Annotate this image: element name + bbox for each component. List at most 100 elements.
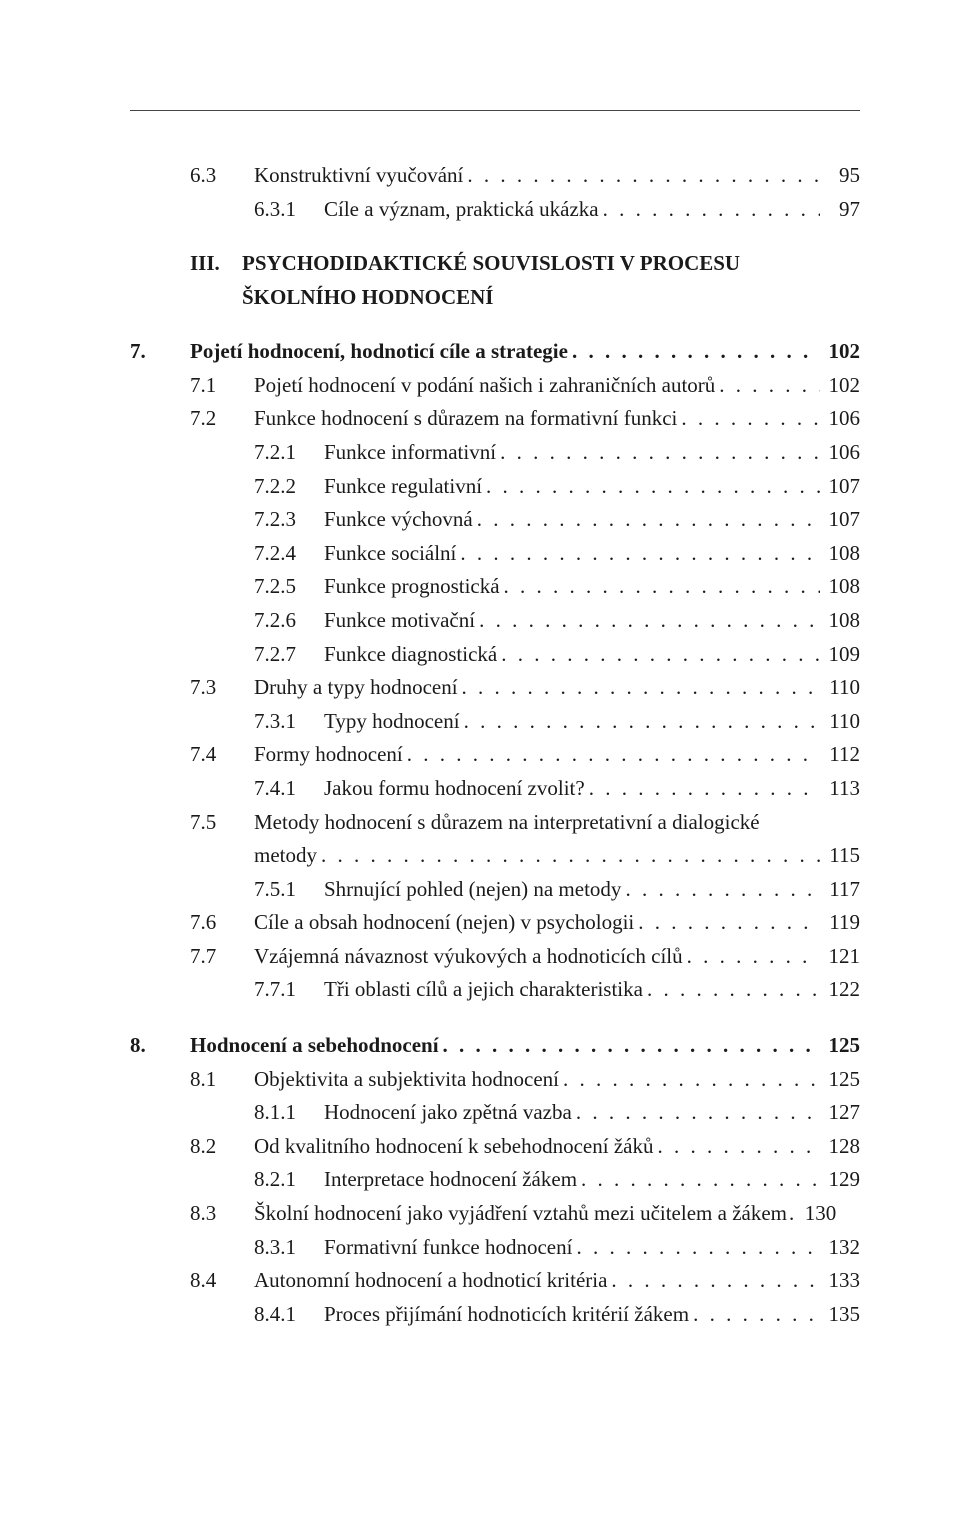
entry-number: 8.4.1 — [254, 1298, 324, 1332]
toc-entry: 7.2.2Funkce regulativní. . . . . . . . .… — [130, 470, 860, 504]
entry-title: Od kvalitního hodnocení k sebehodnocení … — [254, 1130, 653, 1164]
entry-number: 7.5 — [190, 806, 254, 840]
entry-number: 7.2.3 — [254, 503, 324, 537]
dot-leader: . . . . . . . . . . . . . . . . . . . . … — [463, 159, 820, 193]
entry-title: Metody hodnocení s důrazem na interpreta… — [254, 806, 760, 840]
entry-page: 107 — [820, 470, 860, 504]
spacer — [130, 226, 860, 240]
entry-title: Hodnocení a sebehodnocení — [190, 1029, 439, 1063]
entry-page: 113 — [820, 772, 860, 806]
dot-leader: . . . . . . . . . . . . . . . . . . . . … — [317, 839, 820, 873]
toc-entry: 8.1.1Hodnocení jako zpětná vazba. . . . … — [130, 1096, 860, 1130]
entry-title: Vzájemná návaznost výukových a hodnoticí… — [254, 940, 683, 974]
entry-number: 7.2.5 — [254, 570, 324, 604]
section-roman: III. — [190, 248, 242, 280]
toc-entry: 7.5Metody hodnocení s důrazem na interpr… — [130, 806, 860, 840]
entry-title: Funkce výchovná — [324, 503, 473, 537]
entry-number: 7.2.7 — [254, 638, 324, 672]
entry-title: Objektivita a subjektivita hodnocení — [254, 1063, 559, 1097]
entry-title: Cíle a význam, praktická ukázka — [324, 193, 599, 227]
entry-number: 8.2.1 — [254, 1163, 324, 1197]
entry-number: 7.7 — [190, 940, 254, 974]
toc-entry: 7.2.4Funkce sociální. . . . . . . . . . … — [130, 537, 860, 571]
dot-leader: . . . . . . . . . . . . . . . . . . . . … — [497, 638, 820, 672]
entry-title: Funkce motivační — [324, 604, 475, 638]
toc-entry: 7.4.1Jakou formu hodnocení zvolit?. . . … — [130, 772, 860, 806]
toc-entry: 7.2Funkce hodnocení s důrazem na formati… — [130, 402, 860, 436]
entry-number: 8.2 — [190, 1130, 254, 1164]
entry-page: 108 — [820, 604, 860, 638]
section-title-line1: PSYCHODIDAKTICKÉ SOUVISLOSTI V PROCESU — [242, 251, 740, 275]
entry-number: 7.3 — [190, 671, 254, 705]
entry-title: Funkce hodnocení s důrazem na formativní… — [254, 402, 677, 436]
toc-entry: 7.2.3Funkce výchovná. . . . . . . . . . … — [130, 503, 860, 537]
table-of-contents: 6.3Konstruktivní vyučování. . . . . . . … — [130, 159, 860, 1331]
entry-title: Cíle a obsah hodnocení (nejen) v psychol… — [254, 906, 634, 940]
toc-entry: 8.2.1Interpretace hodnocení žákem. . . .… — [130, 1163, 860, 1197]
dot-leader: . . . . . . . . . . . . . . . . . . . . … — [475, 604, 820, 638]
dot-leader: . . . . . . . . . . . . . . . . . . . . … — [653, 1130, 820, 1164]
dot-leader: . — [787, 1197, 796, 1231]
entry-number: 8.3 — [190, 1197, 254, 1231]
toc-entry: 8.Hodnocení a sebehodnocení. . . . . . .… — [130, 1029, 860, 1063]
dot-leader: . . . . . . . . . . . . . . . . . . . . … — [482, 470, 820, 504]
entry-number: 7.2 — [190, 402, 254, 436]
toc-entry: 7.3.1Typy hodnocení. . . . . . . . . . .… — [130, 705, 860, 739]
entry-title: Tři oblasti cílů a jejich charakteristik… — [324, 973, 643, 1007]
entry-number: 6.3 — [190, 159, 254, 193]
section-heading: III.PSYCHODIDAKTICKÉ SOUVISLOSTI V PROCE… — [130, 248, 860, 280]
entry-number: 8. — [130, 1029, 190, 1063]
entry-page: 132 — [820, 1231, 860, 1265]
entry-number: 7. — [130, 335, 190, 369]
entry-title: Funkce prognostická — [324, 570, 500, 604]
entry-number: 7.4.1 — [254, 772, 324, 806]
entry-page: 117 — [820, 873, 860, 907]
entry-number: 8.1 — [190, 1063, 254, 1097]
toc-entry: 6.3Konstruktivní vyučování. . . . . . . … — [130, 159, 860, 193]
entry-page: 95 — [820, 159, 860, 193]
entry-page: 110 — [820, 705, 860, 739]
entry-number: 7.6 — [190, 906, 254, 940]
entry-title: Funkce sociální — [324, 537, 456, 571]
page: 6.3Konstruktivní vyučování. . . . . . . … — [0, 0, 960, 1533]
entry-page: 106 — [820, 436, 860, 470]
section-title-line2: ŠKOLNÍHO HODNOCENÍ — [130, 282, 860, 314]
toc-entry: 7.1Pojetí hodnocení v podání našich i za… — [130, 369, 860, 403]
entry-page: 108 — [820, 537, 860, 571]
entry-number: 8.3.1 — [254, 1231, 324, 1265]
entry-title: Hodnocení jako zpětná vazba — [324, 1096, 572, 1130]
toc-entry: 8.3.1Formativní funkce hodnocení. . . . … — [130, 1231, 860, 1265]
dot-leader: . . . . . . . . . . . . . . . . . . . . … — [439, 1029, 820, 1063]
entry-number: 7.2.4 — [254, 537, 324, 571]
entry-title: Jakou formu hodnocení zvolit? — [324, 772, 585, 806]
dot-leader: . . . . . . . . . . . . . . . . . . . . … — [577, 1163, 820, 1197]
entry-title: Proces přijímání hodnoticích kritérií žá… — [324, 1298, 689, 1332]
entry-page: 106 — [820, 402, 860, 436]
toc-entry: 7.2.6Funkce motivační. . . . . . . . . .… — [130, 604, 860, 638]
dot-leader: . . . . . . . . . . . . . . . . . . . . … — [559, 1063, 820, 1097]
top-rule — [130, 110, 860, 111]
toc-entry: 7.2.7Funkce diagnostická. . . . . . . . … — [130, 638, 860, 672]
dot-leader: . . . . . . . . . . . . . . . . . . . . … — [621, 873, 820, 907]
dot-leader: . . . . . . . . . . . . . . . . . . . . … — [572, 1096, 820, 1130]
entry-page: 125 — [820, 1029, 860, 1063]
dot-leader: . . . . . . . . . . . . . . . . . . . . … — [677, 402, 820, 436]
entry-page: 102 — [820, 335, 860, 369]
dot-leader: . . . . . . . . . . . . . . . . . . . . … — [572, 1231, 820, 1265]
toc-entry: 6.3.1Cíle a význam, praktická ukázka. . … — [130, 193, 860, 227]
toc-entry: 7.7Vzájemná návaznost výukových a hodnot… — [130, 940, 860, 974]
entry-page: 130 — [796, 1197, 836, 1231]
dot-leader: . . . . . . . . . . . . . . . . . . . . … — [607, 1264, 820, 1298]
entry-page: 107 — [820, 503, 860, 537]
entry-title: Funkce regulativní — [324, 470, 482, 504]
entry-number: 7.1 — [190, 369, 254, 403]
entry-page: 119 — [820, 906, 860, 940]
dot-leader: . . . . . . . . . . . . . . . . . . . . … — [634, 906, 820, 940]
entry-page: 135 — [820, 1298, 860, 1332]
entry-title: Typy hodnocení — [324, 705, 460, 739]
dot-leader: . . . . . . . . . . . . . . . . . . . . … — [585, 772, 820, 806]
toc-entry: 7.2.1Funkce informativní. . . . . . . . … — [130, 436, 860, 470]
dot-leader: . . . . . . . . . . . . . . . . . . . . … — [473, 503, 820, 537]
dot-leader: . . . . . . . . . . . . . . . . . . . . … — [500, 570, 820, 604]
toc-entry: 7.4Formy hodnocení. . . . . . . . . . . … — [130, 738, 860, 772]
